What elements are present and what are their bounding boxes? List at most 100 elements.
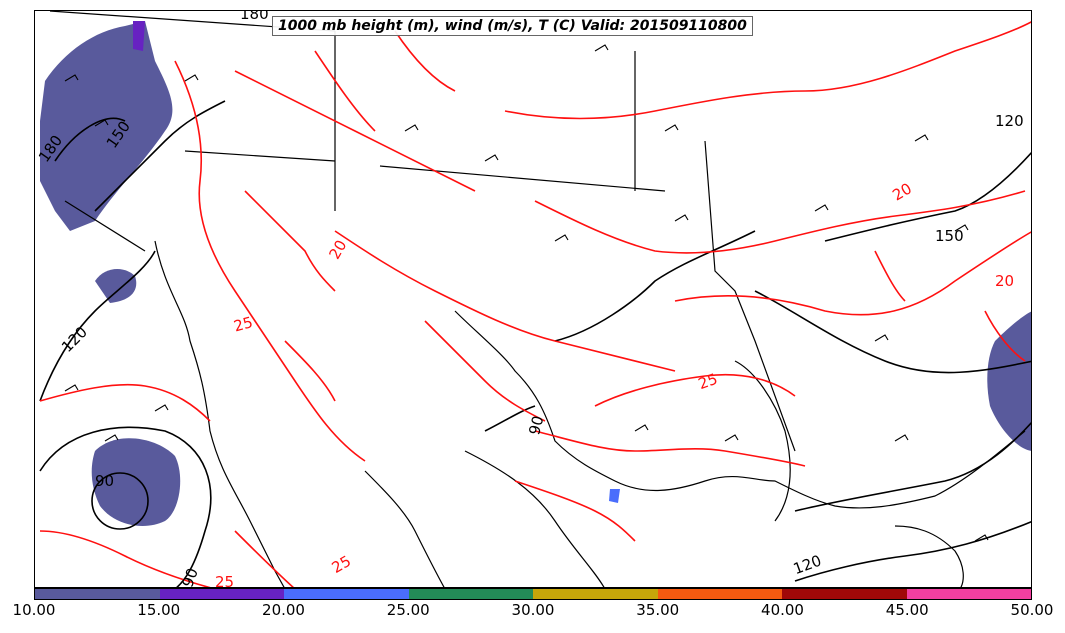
- height-contour: [39, 426, 212, 587]
- height-contour-label: 90: [95, 472, 114, 490]
- colorbar-segment: [408, 589, 533, 599]
- temperature-contour: [424, 320, 546, 422]
- temperature-contour: [234, 530, 294, 587]
- wind-barb: [724, 434, 739, 442]
- temperature-contour: [394, 30, 456, 92]
- height-contour-label: 90: [525, 414, 547, 437]
- colorbar-labels: 10.00 15.00 20.00 25.00 30.00 35.00 40.00 45.00…: [0, 601, 1065, 625]
- temperature-contour-label: 25: [232, 313, 255, 335]
- temperature-contour-label: 20: [995, 272, 1014, 290]
- height-contour: [824, 152, 1031, 242]
- colorbar-segment: [782, 589, 907, 599]
- wind-barb: [664, 124, 679, 132]
- wind-barb: [94, 119, 109, 127]
- map-canvas: 180 150 120 90 120 90 120 150 180 90 25 …: [35, 11, 1031, 588]
- wind-barb: [814, 204, 829, 212]
- temperature-contour-label: 20: [889, 179, 915, 204]
- boundaries: [49, 11, 1026, 587]
- wind-barb: [154, 404, 169, 412]
- height-contour-label: 120: [58, 323, 91, 356]
- coastline: [154, 240, 285, 587]
- colorbar-tick-label: 10.00: [12, 601, 56, 619]
- wind-shade-region: [40, 21, 173, 231]
- temperature-contour: [534, 190, 1026, 254]
- temperature-contour: [39, 530, 211, 587]
- temperature-contour: [39, 383, 211, 422]
- wind-barb: [554, 234, 569, 242]
- colorbar-tick-label: 25.00: [386, 601, 430, 619]
- wind-barb: [64, 74, 79, 82]
- temperature-contour: [314, 50, 376, 132]
- height-contour: [554, 230, 756, 342]
- colorbar-segment: [657, 589, 782, 599]
- colorbar-tick-label: 30.00: [511, 601, 555, 619]
- wind-barb: [104, 434, 119, 442]
- temperature-contour: [234, 70, 476, 192]
- wind-speed-shading: [40, 21, 1031, 526]
- wind-barb: [594, 44, 609, 52]
- colorbar-tick-label: 35.00: [636, 601, 680, 619]
- wind-shade-region: [609, 489, 620, 503]
- wind-barb: [954, 224, 969, 232]
- coastline: [734, 360, 791, 522]
- height-contour: [484, 405, 536, 432]
- height-contour-label: 120: [995, 112, 1024, 130]
- wind-barb: [674, 214, 689, 222]
- wind-barb: [184, 74, 199, 82]
- temperature-contour: [674, 231, 1031, 316]
- colorbar-segment: [35, 589, 160, 599]
- height-contour-label: 180: [240, 11, 269, 23]
- contour-labels: 180 150 120 90 120 90 120 150 180 90 25 …: [35, 11, 1024, 588]
- wind-barb: [894, 434, 909, 442]
- colorbar-tick-label: 50.00: [1010, 601, 1054, 619]
- colorbar: [34, 588, 1032, 600]
- temperature-contour-label: 25: [696, 370, 720, 393]
- state-boundary: [64, 200, 146, 252]
- temperature-contour: [334, 230, 676, 372]
- colorbar-segment: [284, 589, 409, 599]
- colorbar-tick-label: 40.00: [761, 601, 804, 619]
- height-contour: [754, 290, 1031, 374]
- wind-barb: [404, 124, 419, 132]
- wind-barbs: [64, 44, 989, 542]
- temperature-contour: [984, 310, 1026, 362]
- temperature-contour-label: 20: [325, 237, 350, 263]
- height-contour-label: 150: [935, 227, 964, 245]
- wind-shade-region: [95, 269, 137, 303]
- state-boundary: [704, 140, 796, 452]
- wind-shade-region: [133, 21, 145, 51]
- temperature-contour: [594, 373, 796, 407]
- colorbar-segment: [159, 589, 284, 599]
- temperature-contour: [874, 250, 906, 302]
- temperature-contour: [514, 480, 636, 542]
- wind-barb: [974, 534, 989, 542]
- state-boundary: [184, 150, 336, 162]
- coastline: [364, 470, 445, 587]
- coastline: [894, 525, 964, 587]
- colorbar-tick-label: 15.00: [137, 601, 181, 619]
- height-contour: [794, 520, 1031, 582]
- height-contour: [794, 421, 1031, 512]
- coastline: [464, 450, 605, 587]
- wind-shade-region: [91, 438, 181, 526]
- temperature-contour: [534, 430, 806, 467]
- wind-shade-region: [987, 311, 1031, 451]
- wind-barb: [634, 424, 649, 432]
- temperature-contour-label: 25: [329, 552, 355, 577]
- temperature-contour: [504, 21, 1031, 120]
- map-title: 1000 mb height (m), wind (m/s), T (C) Va…: [272, 16, 753, 36]
- height-contour: [54, 117, 126, 162]
- wind-barb: [874, 334, 889, 342]
- map-panel: 180 150 120 90 120 90 120 150 180 90 25 …: [34, 10, 1032, 588]
- colorbar-tick-label: 20.00: [262, 601, 305, 619]
- temperature-contours: [39, 21, 1031, 587]
- temperature-contour-label: 25: [215, 573, 234, 588]
- height-contours: [39, 100, 1031, 587]
- coastline: [454, 310, 1026, 509]
- height-contour-label: 90: [178, 566, 201, 588]
- temperature-contour: [244, 190, 336, 292]
- wind-barb: [914, 134, 929, 142]
- wind-barb: [484, 154, 499, 162]
- height-contour: [91, 472, 149, 530]
- state-boundary: [379, 165, 666, 192]
